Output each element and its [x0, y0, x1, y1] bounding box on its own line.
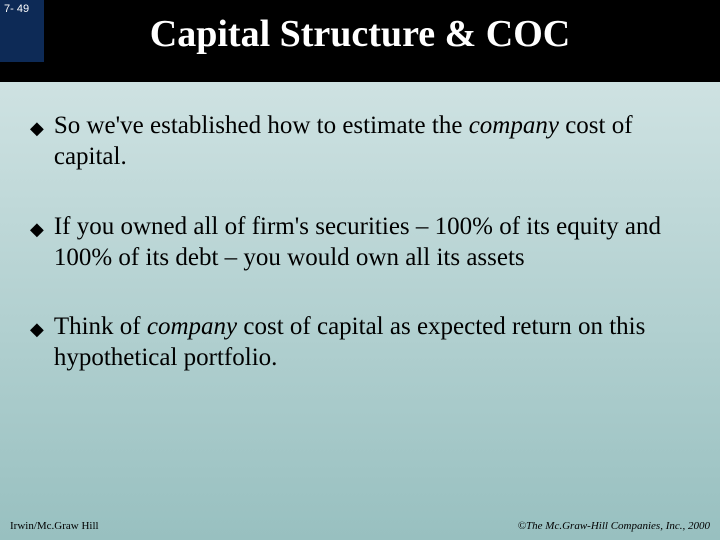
bullet-text-pre: If you owned all of firm's securities – …	[54, 213, 661, 271]
slide-body: ◆ So we've established how to estimate t…	[30, 110, 690, 412]
bullet-marker-icon: ◆	[30, 117, 44, 140]
bullet-item: ◆ So we've established how to estimate t…	[30, 110, 690, 173]
footer-left: Irwin/Mc.Graw Hill	[10, 520, 99, 532]
bullet-text: So we've established how to estimate the…	[54, 110, 690, 173]
bullet-text: If you owned all of firm's securities – …	[54, 211, 690, 274]
bullet-text-pre: So we've established how to estimate the	[54, 112, 469, 139]
slide: 7- 49 Capital Structure & COC ◆ So we've…	[0, 0, 720, 540]
bullet-text-em: company	[147, 313, 237, 340]
bullet-text-em: company	[469, 112, 559, 139]
slide-title: Capital Structure & COC	[0, 12, 720, 56]
footer-right: ©The Mc.Graw-Hill Companies, Inc., 2000	[518, 520, 710, 532]
bullet-text-pre: Think of	[54, 313, 147, 340]
bullet-item: ◆ Think of company cost of capital as ex…	[30, 311, 690, 374]
bullet-item: ◆ If you owned all of firm's securities …	[30, 211, 690, 274]
bullet-text: Think of company cost of capital as expe…	[54, 311, 690, 374]
bullet-marker-icon: ◆	[30, 218, 44, 241]
bullet-marker-icon: ◆	[30, 318, 44, 341]
